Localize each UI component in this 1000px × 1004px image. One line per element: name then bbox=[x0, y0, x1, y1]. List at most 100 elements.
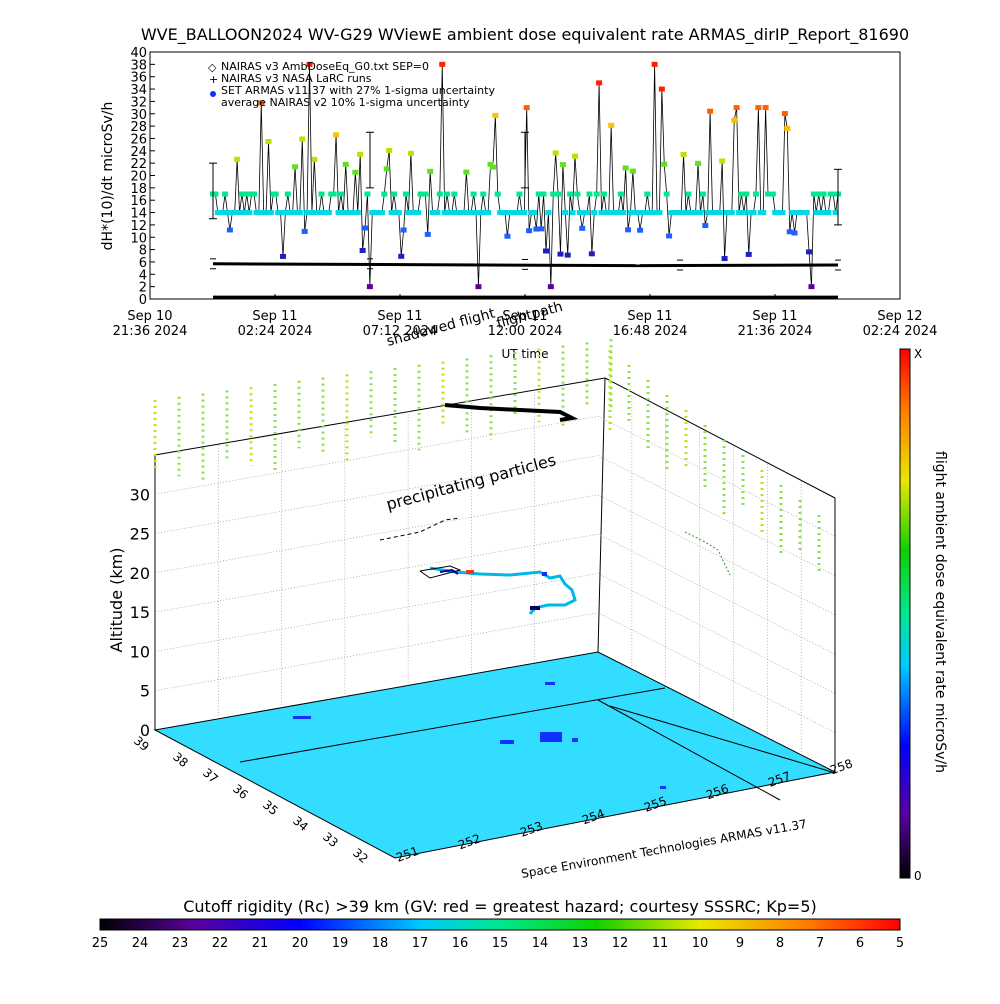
armas-point bbox=[596, 80, 603, 86]
armas-point bbox=[267, 210, 274, 216]
y-tick-label: 28 bbox=[130, 120, 147, 135]
y-tick-label: 20 bbox=[130, 170, 147, 185]
armas-point bbox=[622, 165, 629, 171]
armas-point bbox=[405, 210, 412, 216]
armas-point bbox=[803, 210, 810, 216]
latitude-tick-label: 34 bbox=[290, 814, 311, 835]
armas-point bbox=[241, 210, 248, 216]
armas-point bbox=[699, 191, 706, 197]
armas-point bbox=[557, 251, 564, 257]
armas-point bbox=[473, 210, 480, 216]
altitude-tick-label: 25 bbox=[130, 525, 150, 544]
armas-point bbox=[234, 156, 241, 162]
armas-point bbox=[318, 191, 325, 197]
armas-point bbox=[279, 253, 286, 259]
legend-marker bbox=[210, 91, 216, 97]
armas-point bbox=[591, 210, 598, 216]
y-tick-label: 30 bbox=[130, 108, 147, 123]
armas-point bbox=[762, 105, 769, 111]
legend-label: SET ARMAS v11.37 with 27% 1-sigma uncert… bbox=[221, 84, 495, 97]
armas-point bbox=[545, 210, 552, 216]
armas-point bbox=[760, 210, 767, 216]
armas-point bbox=[422, 191, 429, 197]
armas-point bbox=[448, 210, 455, 216]
armas-point bbox=[808, 284, 815, 290]
armas-point bbox=[277, 210, 284, 216]
armas-point bbox=[265, 138, 272, 144]
altitude-tick-label: 10 bbox=[130, 642, 150, 661]
legend-marker: ◇ bbox=[208, 61, 217, 74]
armas-point bbox=[663, 191, 670, 197]
rigidity-tick-label: 11 bbox=[652, 936, 669, 951]
x-tick-label: 02:24 2024 bbox=[238, 324, 313, 339]
armas-point bbox=[311, 156, 318, 162]
armas-point bbox=[441, 210, 448, 216]
armas-point bbox=[685, 191, 692, 197]
armas-point bbox=[258, 100, 265, 106]
colorbar-bottom-label: 0 bbox=[914, 869, 922, 883]
armas-point bbox=[460, 210, 467, 216]
armas-point bbox=[538, 226, 545, 232]
y-tick-label: 14 bbox=[130, 207, 147, 222]
altitude-tick-label: 20 bbox=[130, 564, 150, 583]
armas-point bbox=[555, 191, 562, 197]
armas-point bbox=[830, 191, 837, 197]
armas-point bbox=[468, 210, 475, 216]
armas-point bbox=[625, 227, 632, 233]
legend-marker: + bbox=[209, 73, 218, 86]
armas-point bbox=[707, 108, 714, 114]
x-tick-label: 12:00 2024 bbox=[488, 324, 563, 339]
latitude-tick-label: 37 bbox=[200, 766, 221, 787]
armas-point bbox=[238, 191, 245, 197]
credit: Space Environment Technologies ARMAS v11… bbox=[520, 817, 808, 881]
legend: ◇ NAIRAS v3 AmbDoseEq_G0.txt SEP=0 + NAI… bbox=[208, 60, 495, 109]
armas-point bbox=[383, 166, 390, 172]
armas-point bbox=[386, 147, 393, 153]
3d-frame bbox=[153, 377, 837, 859]
armas-point bbox=[769, 191, 776, 197]
armas-point bbox=[584, 210, 591, 216]
armas-point bbox=[349, 210, 356, 216]
armas-point bbox=[755, 105, 762, 111]
armas-point bbox=[810, 191, 817, 197]
rigidity-tick-label: 20 bbox=[292, 936, 309, 951]
armas-point bbox=[504, 233, 511, 239]
armas-point bbox=[634, 210, 641, 216]
grid-line bbox=[597, 455, 836, 576]
armas-point bbox=[284, 191, 291, 197]
grid-line bbox=[154, 494, 599, 574]
armas-point bbox=[806, 249, 813, 255]
y-tick-label: 36 bbox=[130, 71, 147, 86]
rigidity-tick-label: 6 bbox=[856, 936, 864, 951]
armas-point bbox=[362, 225, 369, 231]
rigidity-tick-label: 21 bbox=[252, 936, 269, 951]
armas-point bbox=[516, 191, 523, 197]
armas-point bbox=[600, 191, 607, 197]
armas-point bbox=[289, 210, 296, 216]
armas-point bbox=[562, 210, 569, 216]
armas-point bbox=[231, 210, 238, 216]
latitude-tick-label: 38 bbox=[170, 750, 191, 771]
armas-point bbox=[434, 210, 441, 216]
y-tick-label: 24 bbox=[130, 145, 147, 160]
armas-point bbox=[487, 161, 494, 167]
armas-point bbox=[357, 151, 364, 157]
rigidity-colorbar bbox=[99, 918, 901, 931]
armas-point bbox=[301, 228, 308, 234]
y-tick-label: 0 bbox=[139, 293, 147, 308]
armas-point bbox=[786, 229, 793, 235]
armas-point bbox=[815, 191, 822, 197]
armas-point bbox=[282, 210, 289, 216]
armas-point bbox=[658, 86, 665, 92]
armas-point bbox=[733, 105, 740, 111]
armas-point bbox=[637, 227, 644, 233]
armas-point bbox=[436, 191, 443, 197]
dose-curtains bbox=[153, 339, 821, 574]
armas-point bbox=[308, 210, 315, 216]
armas-point bbox=[477, 210, 484, 216]
armas-point bbox=[222, 191, 229, 197]
x-tick-label: 21:36 2024 bbox=[113, 324, 188, 339]
y-tick-label: 40 bbox=[130, 46, 147, 61]
armas-point bbox=[719, 158, 726, 164]
